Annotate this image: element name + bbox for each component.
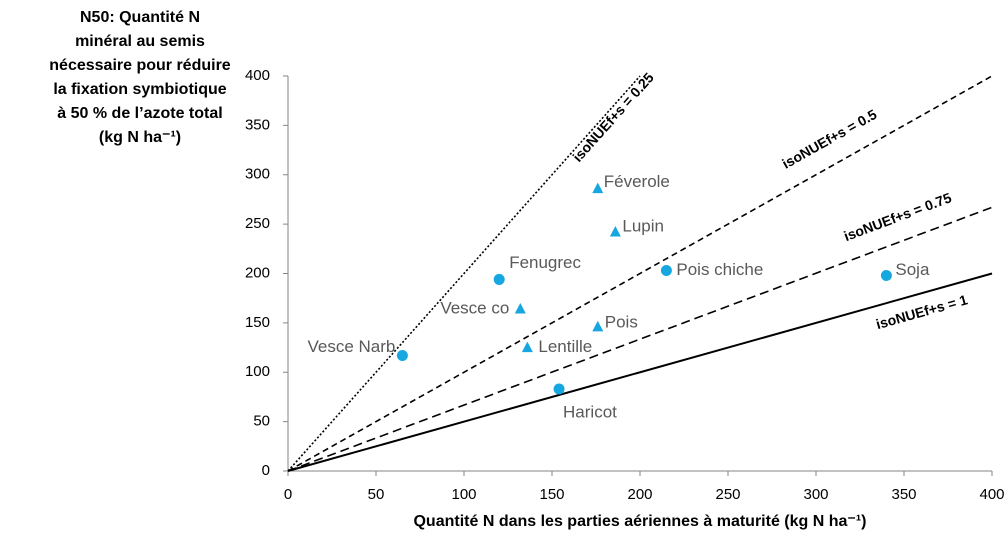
y-axis-title: (kg N ha⁻¹) xyxy=(99,129,181,146)
point-label: Vesce co xyxy=(440,299,509,318)
y-tick-label: 0 xyxy=(262,462,270,479)
point xyxy=(660,265,672,277)
reference-line-label: isoNUEf+s = 0.5 xyxy=(779,106,879,172)
x-tick-label: 150 xyxy=(539,486,564,503)
point xyxy=(553,383,565,395)
reference-line xyxy=(287,75,641,472)
point-label: Pois xyxy=(605,312,638,331)
y-tick-label: 250 xyxy=(245,215,270,232)
point xyxy=(609,226,621,237)
y-axis-title: à 50 % de l’azote total xyxy=(57,105,222,122)
x-tick-label: 50 xyxy=(368,486,385,503)
point-label: Lentille xyxy=(538,337,592,356)
y-axis-title: N50: Quantité N xyxy=(80,9,200,26)
y-tick-label: 50 xyxy=(253,413,270,430)
reference-line-label: isoNUEf+s = 0.25 xyxy=(569,69,657,165)
y-tick-label: 300 xyxy=(245,166,270,183)
y-tick-label: 400 xyxy=(245,67,270,84)
point-label: Vesce Narb xyxy=(308,337,396,356)
y-tick-label: 100 xyxy=(245,363,270,380)
point-label: Haricot xyxy=(563,403,617,422)
point-label: Féverole xyxy=(604,172,670,191)
point xyxy=(493,273,505,285)
y-tick-label: 150 xyxy=(245,314,270,331)
point-label: Lupin xyxy=(622,217,664,236)
x-tick-label: 300 xyxy=(803,486,828,503)
reference-line xyxy=(287,75,993,472)
reference-line-label: isoNUEf+s = 0.75 xyxy=(842,189,954,244)
point xyxy=(514,303,526,314)
y-axis-title: nécessaire pour réduire xyxy=(49,57,231,74)
x-tick-label: 400 xyxy=(979,486,1004,503)
point xyxy=(521,341,533,353)
y-axis-title: la fixation symbiotique xyxy=(53,81,226,98)
x-tick-label: 350 xyxy=(891,486,916,503)
y-tick-label: 350 xyxy=(245,116,270,133)
point xyxy=(592,182,604,194)
point xyxy=(880,269,892,281)
x-tick-label: 100 xyxy=(451,486,476,503)
point-label: Soja xyxy=(895,260,930,279)
reference-line xyxy=(287,272,993,472)
x-tick-label: 250 xyxy=(715,486,740,503)
point xyxy=(396,349,408,361)
point-label: Fenugrec xyxy=(509,253,581,272)
reference-line-label: isoNUEf+s = 1 xyxy=(874,291,969,332)
point-label: Pois chiche xyxy=(676,260,763,279)
y-axis-title: minéral au semis xyxy=(75,33,205,50)
x-tick-label: 0 xyxy=(284,486,292,503)
x-axis-title: Quantité N dans les parties aériennes à … xyxy=(413,513,866,530)
x-tick-label: 200 xyxy=(627,486,652,503)
point xyxy=(592,320,604,332)
y-tick-label: 200 xyxy=(245,264,270,281)
